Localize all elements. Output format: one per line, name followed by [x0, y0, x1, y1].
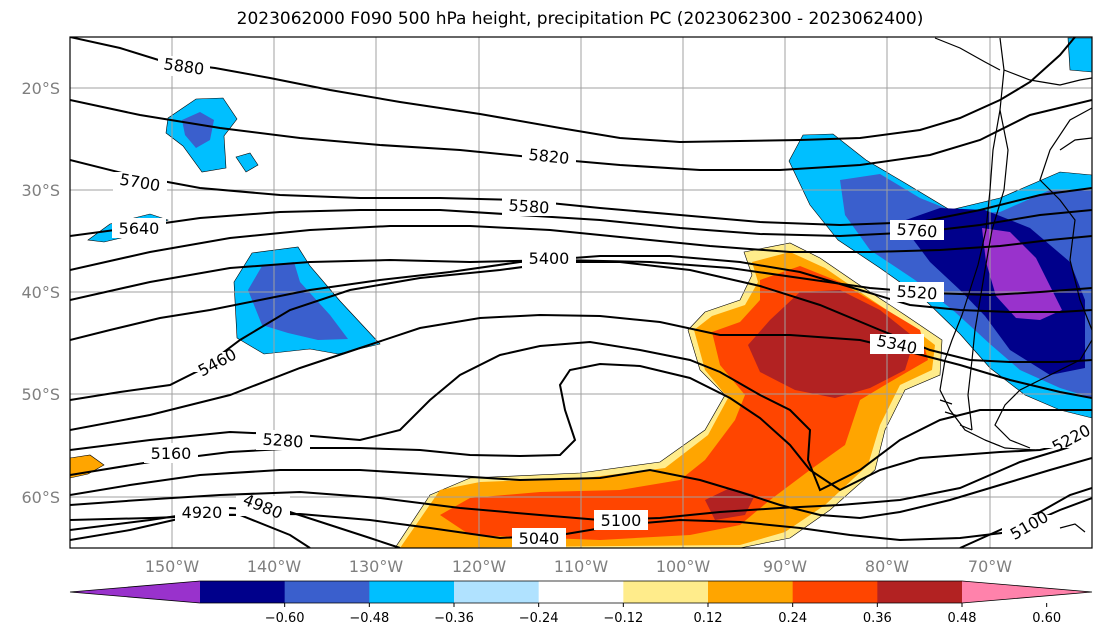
colorbar-tick-label: 0.12	[694, 611, 723, 626]
coastlines	[934, 37, 1092, 533]
colorbar-tick-label: −0.48	[349, 611, 389, 626]
contour-5460	[70, 255, 1092, 341]
precip-band-chile-max	[982, 228, 1062, 320]
map-title: 2023062000 F090 500 hPa height, precipit…	[236, 9, 924, 29]
colorbar-tick-label: 0.60	[1032, 611, 1061, 626]
precip-blob-small	[235, 152, 259, 173]
coastline-peru	[934, 37, 1001, 71]
lat-label-50s: 50°S	[21, 385, 60, 404]
border-paraguay	[1059, 137, 1092, 151]
colorbar-tick-label: −0.36	[434, 611, 474, 626]
lat-label-30s: 30°S	[21, 181, 60, 200]
colorbar-bin	[454, 581, 540, 603]
colorbar-bin	[792, 581, 878, 603]
precip-blob-subtropics-core	[182, 112, 214, 148]
colorbar-bin	[200, 581, 286, 603]
lon-label-80w: 80°W	[865, 557, 909, 576]
lat-label-40s: 40°S	[21, 283, 60, 302]
precip-blob-corner	[1067, 37, 1092, 73]
precip-warm-west	[70, 454, 105, 479]
colorbar-tick-label: 0.48	[948, 611, 977, 626]
coastline-south-georgia	[1059, 523, 1086, 533]
border-bolivia	[1003, 69, 1092, 86]
lon-label-110w: 110°W	[554, 557, 609, 576]
lat-label-60s: 60°S	[21, 488, 60, 507]
contour-label: 5220	[1049, 420, 1094, 456]
contour-label: 5160	[151, 444, 192, 463]
contour-label: 5040	[519, 529, 560, 548]
contour-label: 5460	[195, 344, 240, 380]
contour-5880	[70, 37, 1076, 144]
colorbar-bin	[877, 581, 963, 603]
colorbar-bin	[284, 581, 370, 603]
contour-5520	[70, 258, 1092, 301]
contour-label: 5580	[508, 196, 550, 218]
coastline-chile	[939, 37, 1036, 451]
lon-label-140w: 140°W	[247, 557, 302, 576]
contour-5580	[70, 225, 1092, 271]
colorbar-tick-label: −0.60	[265, 611, 305, 626]
graticule	[70, 37, 1092, 548]
lon-label-130w: 130°W	[349, 557, 404, 576]
colorbar-bin	[708, 581, 794, 603]
contour-5820	[70, 99, 1092, 171]
lat-label-20s: 20°S	[21, 79, 60, 98]
precip-warm-core	[748, 290, 915, 398]
colorbar-bin	[623, 581, 709, 603]
coastline-islands	[939, 399, 1001, 447]
precip-positive-shading	[70, 242, 943, 548]
contour-5100	[70, 439, 1092, 522]
longitude-labels: 150°W 140°W 130°W 120°W 110°W 100°W 90°W…	[145, 557, 1012, 576]
contour-label: 5280	[262, 430, 304, 452]
lon-label-100w: 100°W	[656, 557, 711, 576]
colorbar-tick-label: 0.24	[778, 611, 807, 626]
contour-5700	[70, 159, 1092, 227]
coastline-patagonia-east	[994, 339, 1092, 449]
colorbar-outline	[69, 580, 1093, 604]
contour-5100-east	[959, 487, 1092, 548]
colorbar: −0.60 −0.48 −0.36 −0.24 −0.12 0.12 0.24 0.36 0.4…	[69, 580, 1093, 626]
colorbar-bin	[538, 581, 624, 603]
contour-label: 5400	[529, 249, 570, 268]
contour-5220	[70, 362, 1092, 492]
contour-label: 5820	[528, 145, 570, 168]
contour-label: 4920	[182, 503, 223, 522]
map-frame	[69, 36, 1093, 549]
colorbar-tick-label: 0.36	[863, 611, 892, 626]
colorbar-extend-high	[962, 581, 1092, 603]
contour-label: 5640	[119, 219, 160, 238]
contour-label: 5760	[896, 220, 938, 242]
contour-label: 5100	[1007, 507, 1052, 544]
border-andes	[967, 109, 1009, 431]
lon-label-150w: 150°W	[145, 557, 200, 576]
latitude-labels: 20°S 30°S 40°S 50°S 60°S	[21, 79, 60, 507]
contour-label: 5520	[896, 282, 938, 304]
colorbar-tick-label: −0.24	[519, 611, 559, 626]
contour-5640	[70, 209, 1092, 238]
contour-label: 5100	[601, 511, 642, 530]
lon-label-90w: 90°W	[763, 557, 807, 576]
colorbar-tick-label: −0.12	[603, 611, 643, 626]
contour-5340	[70, 313, 1092, 431]
coastline-argentina	[1039, 107, 1092, 331]
map-panel: 5880 5820 5700 5640 5580 5400 5760 5520 …	[70, 37, 1094, 548]
contour-5280	[70, 340, 1092, 492]
lon-label-120w: 120°W	[452, 557, 507, 576]
contour-5160	[70, 457, 1092, 520]
colorbar-extend-low	[70, 581, 200, 603]
lon-label-70w: 70°W	[968, 557, 1012, 576]
colorbar-bin	[369, 581, 455, 603]
